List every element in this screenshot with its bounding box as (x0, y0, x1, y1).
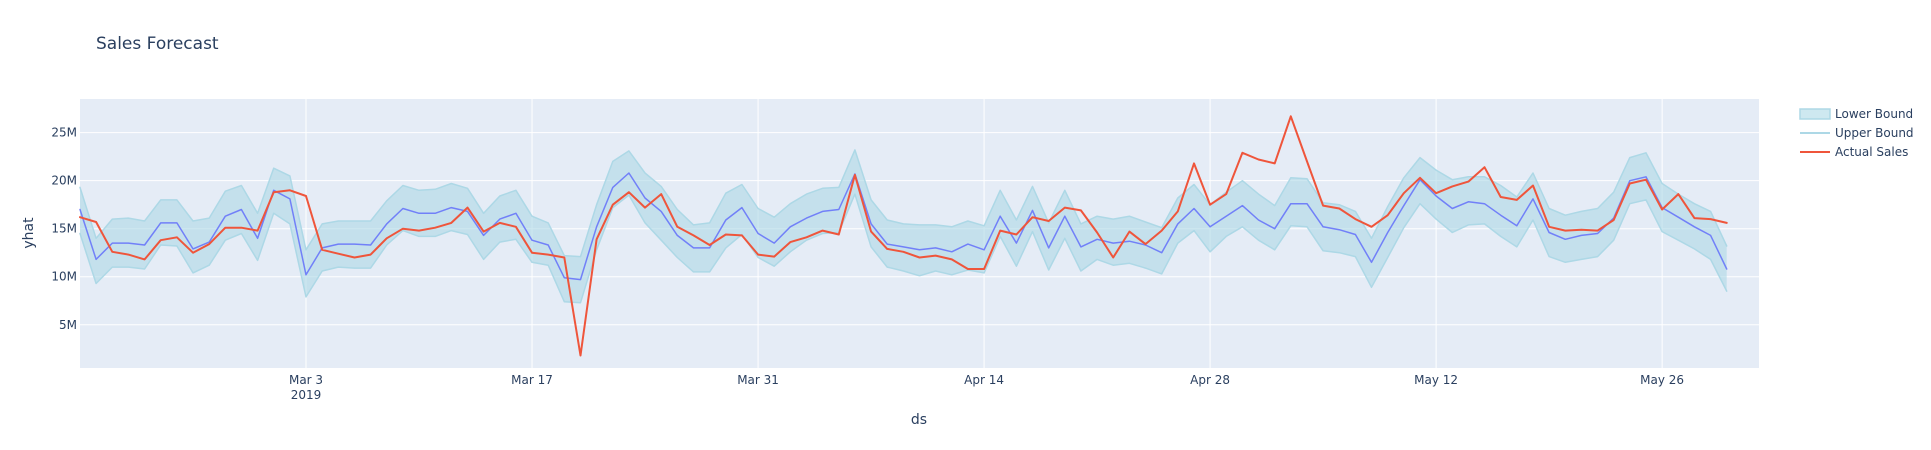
y-tick-label: 25M (51, 126, 77, 140)
confidence-band (80, 149, 1727, 303)
legend-item[interactable]: Actual Sales (1800, 145, 1908, 159)
x-tick-label: Apr 14 (964, 373, 1004, 387)
y-tick-label: 5M (59, 318, 77, 332)
x-tick-sublabel: 2019 (291, 388, 322, 402)
legend: Lower Bound Upper Bound Actual Sales (1799, 107, 1914, 159)
legend-item[interactable]: Upper Bound (1800, 126, 1914, 140)
x-tick-label: May 26 (1640, 373, 1684, 387)
legend-label: Upper Bound (1835, 126, 1914, 140)
series-line-lower-bound (79, 193, 1728, 304)
series-line-upper-bound (79, 149, 1728, 258)
chart-title: Sales Forecast (96, 34, 219, 54)
y-tick-label: 15M (51, 222, 77, 236)
legend-label: Lower Bound (1835, 107, 1913, 121)
y-axis-title: yhat (21, 217, 37, 249)
x-tick-label: Apr 28 (1190, 373, 1230, 387)
x-tick-label: May 12 (1414, 373, 1458, 387)
y-tick-label: 20M (51, 174, 77, 188)
x-tick-label: Mar 31 (737, 373, 779, 387)
legend-item[interactable]: Lower Bound (1799, 107, 1913, 121)
x-axis-title: ds (911, 412, 927, 428)
legend-label: Actual Sales (1835, 145, 1908, 159)
x-tick-label: Mar 3 (289, 373, 323, 387)
series-lines (79, 115, 1728, 357)
y-tick-label: 10M (51, 270, 77, 284)
series-line-yhat (79, 172, 1728, 281)
y-tick-labels: 5M 10M 15M 20M 25M (51, 126, 77, 332)
legend-swatch (1799, 108, 1831, 120)
series-line-actual-sales (79, 115, 1728, 357)
x-tick-label: Mar 17 (511, 373, 553, 387)
